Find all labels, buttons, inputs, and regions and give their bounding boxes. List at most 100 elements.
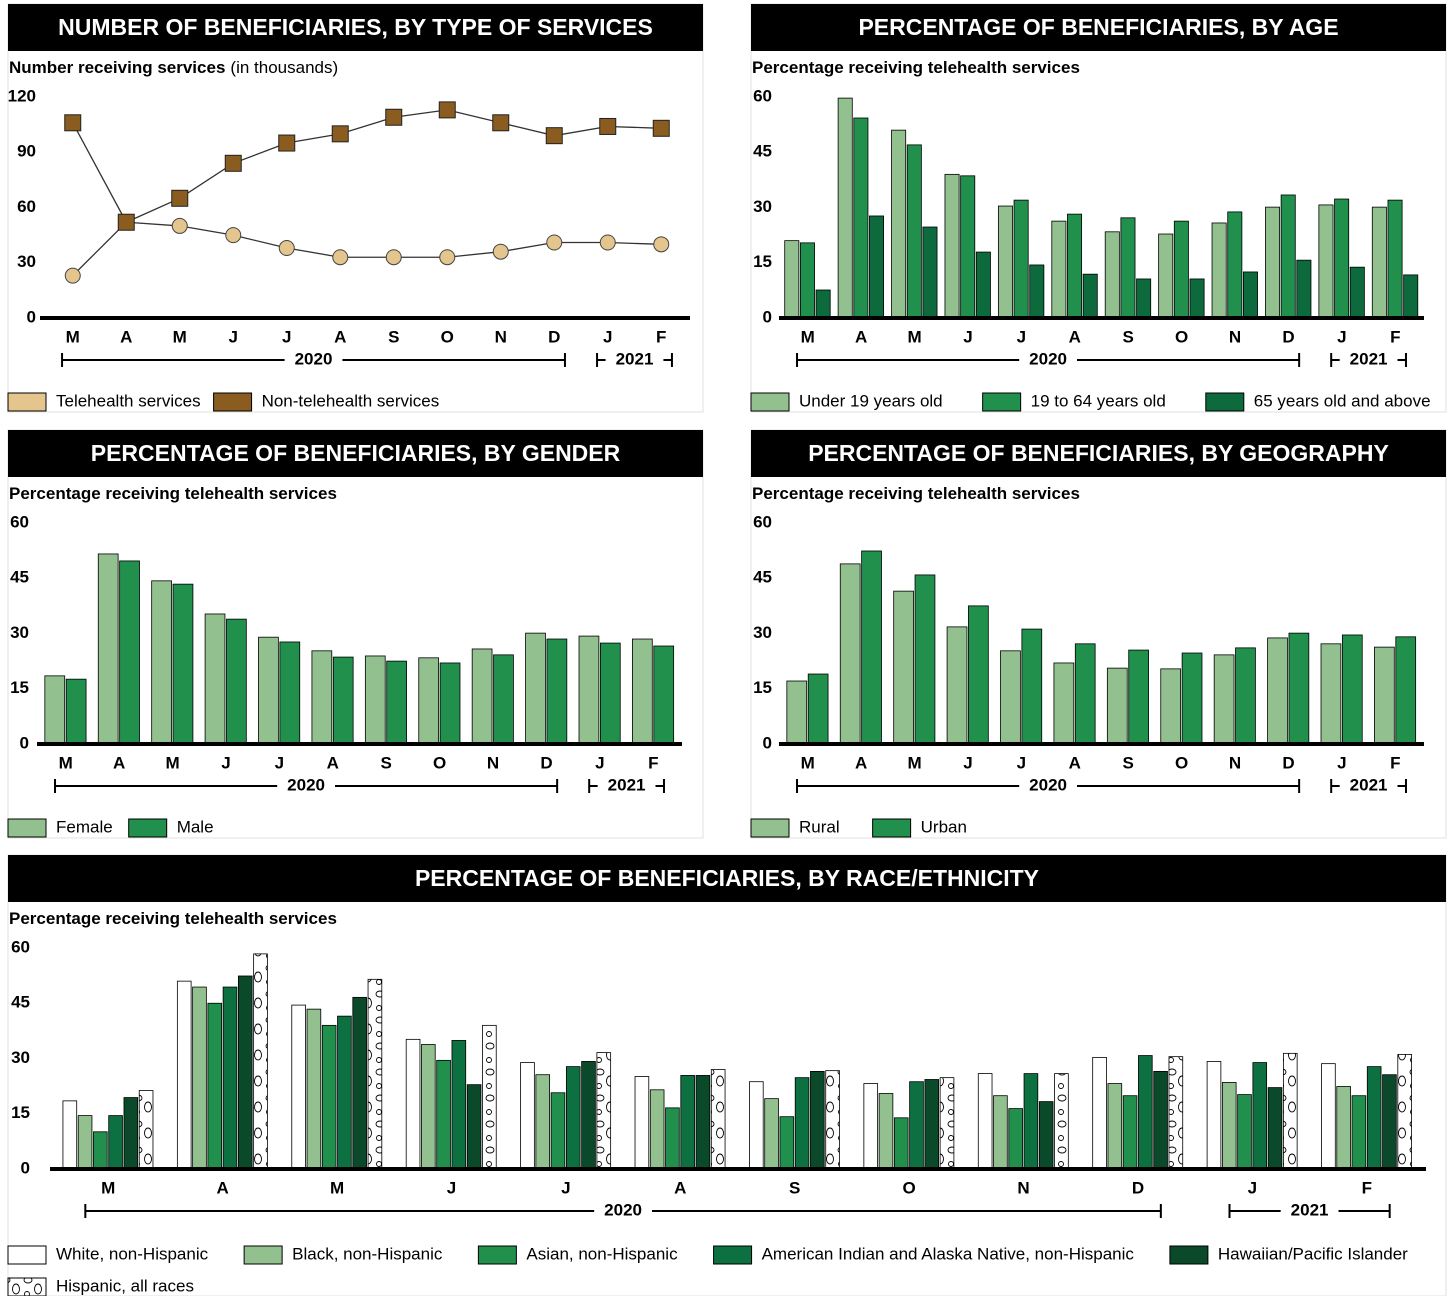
bar bbox=[237, 975, 253, 1170]
x-tick-label: M bbox=[173, 327, 187, 346]
y-tick-label: 60 bbox=[17, 197, 36, 216]
legend-swatch bbox=[7, 1245, 47, 1265]
x-tick-label: J bbox=[1248, 1178, 1257, 1197]
bar bbox=[581, 1061, 596, 1170]
bar bbox=[794, 1077, 810, 1170]
bar bbox=[810, 1070, 825, 1170]
y-tick-label: 30 bbox=[17, 252, 36, 271]
legend-swatch bbox=[213, 392, 253, 412]
bar bbox=[837, 97, 853, 319]
bar bbox=[405, 1038, 421, 1170]
x-tick-label: S bbox=[789, 1178, 800, 1197]
bar bbox=[922, 226, 938, 319]
bar bbox=[1252, 1062, 1268, 1170]
legend-label: Non-telehealth services bbox=[262, 391, 440, 410]
x-axis-line bbox=[37, 742, 682, 746]
bar bbox=[632, 638, 653, 745]
bar bbox=[1321, 1063, 1336, 1170]
y-tick-label: 30 bbox=[11, 1048, 30, 1067]
bar bbox=[1008, 1108, 1023, 1170]
year-label: 2021 bbox=[616, 349, 654, 368]
point bbox=[439, 249, 456, 266]
bar bbox=[997, 205, 1013, 319]
bar bbox=[1296, 259, 1312, 319]
bar bbox=[1092, 1056, 1107, 1170]
bar bbox=[253, 953, 268, 1170]
point bbox=[117, 213, 135, 231]
panel-title: PERCENTAGE OF BENEFICIARIES, BY GENDER bbox=[91, 440, 621, 466]
bar bbox=[779, 1116, 795, 1170]
bar bbox=[1318, 204, 1334, 319]
bar bbox=[565, 1066, 581, 1170]
y-tick-label: 15 bbox=[11, 1103, 30, 1122]
bar bbox=[311, 650, 333, 745]
x-tick-label: J bbox=[603, 327, 612, 346]
bar bbox=[1374, 646, 1395, 745]
y-tick-label: 60 bbox=[753, 86, 772, 105]
bar bbox=[893, 1117, 909, 1170]
bar bbox=[291, 1004, 306, 1170]
x-tick-label: M bbox=[165, 753, 179, 772]
y-tick-label: 0 bbox=[20, 733, 29, 752]
bar bbox=[975, 251, 991, 319]
bar bbox=[1136, 278, 1152, 319]
x-tick-label: J bbox=[282, 327, 291, 346]
point bbox=[224, 154, 242, 172]
x-tick-label: D bbox=[540, 753, 552, 772]
bar bbox=[1082, 273, 1098, 319]
bar bbox=[1280, 194, 1296, 319]
bar bbox=[77, 1115, 93, 1170]
x-tick-label: D bbox=[548, 327, 560, 346]
legend-swatch bbox=[1205, 392, 1245, 412]
bar bbox=[861, 550, 882, 745]
bar bbox=[535, 1074, 551, 1170]
bar bbox=[466, 1084, 482, 1170]
x-tick-label: A bbox=[120, 327, 132, 346]
x-tick-label: J bbox=[1337, 327, 1346, 346]
bar bbox=[968, 605, 989, 745]
x-tick-label: M bbox=[907, 327, 921, 346]
point bbox=[64, 114, 82, 132]
bar bbox=[482, 1024, 497, 1170]
x-tick-label: F bbox=[648, 753, 658, 772]
bar bbox=[207, 1002, 223, 1170]
bar bbox=[680, 1075, 695, 1170]
legend-swatch bbox=[1169, 1245, 1209, 1265]
bar bbox=[172, 583, 194, 745]
bar bbox=[815, 289, 831, 319]
y-axis-label-note: (in thousands) bbox=[230, 58, 338, 77]
y-axis-label-main: Percentage receiving telehealth services bbox=[9, 484, 337, 503]
bar bbox=[1107, 1083, 1123, 1170]
bar bbox=[436, 1059, 451, 1170]
legend-swatch bbox=[128, 818, 168, 838]
bar bbox=[65, 678, 87, 745]
x-tick-label: D bbox=[1132, 1178, 1144, 1197]
bar bbox=[1054, 1073, 1069, 1170]
x-tick-label: M bbox=[801, 327, 815, 346]
x-tick-label: A bbox=[334, 327, 346, 346]
point bbox=[332, 249, 349, 266]
bar bbox=[97, 553, 119, 745]
legend-swatch bbox=[477, 1245, 517, 1265]
y-axis-label: Percentage receiving telehealth services bbox=[9, 484, 337, 503]
x-tick-label: A bbox=[1069, 753, 1081, 772]
bar bbox=[1074, 643, 1096, 745]
x-tick-label: J bbox=[1017, 753, 1026, 772]
x-tick-label: J bbox=[221, 753, 230, 772]
y-axis-label-main: Number receiving services bbox=[9, 58, 225, 77]
bar bbox=[1138, 1055, 1153, 1170]
x-tick-label: F bbox=[1390, 753, 1400, 772]
legend-swatch bbox=[750, 392, 790, 412]
point bbox=[545, 127, 563, 145]
bar bbox=[352, 996, 367, 1170]
bar bbox=[578, 635, 600, 745]
bar bbox=[321, 1024, 337, 1170]
bar bbox=[599, 642, 621, 745]
y-tick-label: 0 bbox=[21, 1158, 30, 1177]
legend-label: Urban bbox=[921, 817, 967, 836]
panel-header bbox=[751, 430, 1446, 477]
x-tick-label: S bbox=[1123, 753, 1134, 772]
bar bbox=[520, 1062, 535, 1170]
bar bbox=[364, 655, 386, 745]
bar bbox=[1288, 632, 1310, 745]
